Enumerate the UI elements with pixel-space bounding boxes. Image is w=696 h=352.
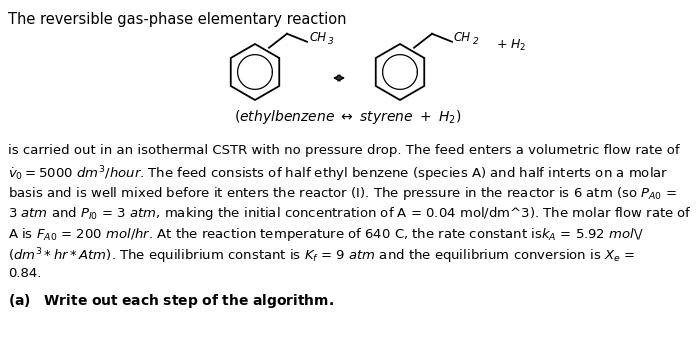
Text: $(ethylbenzene\ \leftrightarrow\ styrene\ +\ H_2)$: $(ethylbenzene\ \leftrightarrow\ styrene… (235, 108, 461, 126)
Text: 3: 3 (328, 37, 334, 46)
Text: $+\ H_2$: $+\ H_2$ (496, 38, 527, 53)
Text: 2: 2 (473, 37, 479, 46)
Text: basis and is well mixed before it enters the reactor (I). The pressure in the re: basis and is well mixed before it enters… (8, 185, 677, 202)
Text: 0.84.: 0.84. (8, 267, 41, 280)
Text: $(\mathit{dm}^3 * \mathit{hr} * \mathit{Atm})$. The equilibrium constant is $\ma: $(\mathit{dm}^3 * \mathit{hr} * \mathit{… (8, 246, 635, 266)
Text: is carried out in an isothermal CSTR with no pressure drop. The feed enters a vo: is carried out in an isothermal CSTR wit… (8, 144, 679, 157)
Text: The reversible gas-phase elementary reaction: The reversible gas-phase elementary reac… (8, 12, 347, 27)
Text: 3 $\mathit{atm}$ and $\mathit{P}_{I0}$ = 3 $\mathit{atm}$, making the initial co: 3 $\mathit{atm}$ and $\mathit{P}_{I0}$ =… (8, 206, 692, 222)
Text: A is $\mathit{F}_{A0}$ = 200 $\mathit{mol/hr}$. At the reaction temperature of 6: A is $\mathit{F}_{A0}$ = 200 $\mathit{mo… (8, 226, 644, 243)
Text: CH: CH (454, 31, 471, 44)
Text: CH: CH (309, 31, 326, 44)
Text: $\dot{v}_0 = 5000\ \mathit{dm}^3\mathit{/hour}$. The feed consists of half ethyl: $\dot{v}_0 = 5000\ \mathit{dm}^3\mathit{… (8, 164, 668, 184)
Text: $\mathbf{(a)\ \ \ Write\ out\ each\ step\ of\ the\ algorithm.}$: $\mathbf{(a)\ \ \ Write\ out\ each\ step… (8, 291, 334, 309)
